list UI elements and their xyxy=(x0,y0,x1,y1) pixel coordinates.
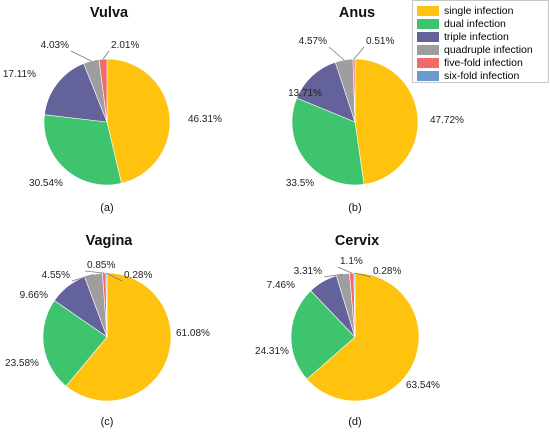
legend-item-triple: triple infection xyxy=(417,31,509,43)
data-label: 7.46% xyxy=(267,280,295,291)
pie-title: Cervix xyxy=(335,233,379,249)
legend-swatch xyxy=(417,71,439,81)
slice-single-infection xyxy=(106,58,171,184)
leader-line xyxy=(71,274,94,282)
legend-swatch xyxy=(417,32,439,42)
legend-item-five-fold: five-fold infection xyxy=(417,57,523,69)
data-label: 2.01% xyxy=(111,40,139,51)
leader-line xyxy=(323,273,343,278)
pie-caption: (a) xyxy=(100,202,113,214)
data-label: 0.28% xyxy=(124,270,152,281)
leader-line xyxy=(328,46,345,61)
slice-single-infection xyxy=(354,58,419,185)
slice-single-infection xyxy=(306,272,420,402)
legend-swatch xyxy=(417,58,439,68)
data-label: 63.54% xyxy=(406,380,440,391)
pie-caption: (d) xyxy=(348,416,361,428)
legend-label: five-fold infection xyxy=(444,57,523,69)
data-label: 0.51% xyxy=(366,36,394,47)
pie-cervix: 63.54% 24.31% 7.46% 3.31% 1.1% 0.28% Cervix (d) xyxy=(255,233,440,428)
pie-caption: (c) xyxy=(101,416,114,428)
data-label: 24.31% xyxy=(255,346,289,357)
leader-line xyxy=(70,50,92,62)
pie-caption: (b) xyxy=(348,202,361,214)
data-label: 61.08% xyxy=(176,328,210,339)
legend-item-dual: dual infection xyxy=(417,18,506,30)
leader-line xyxy=(354,272,372,278)
legend-swatch xyxy=(417,45,439,55)
slice-five-fold-infection xyxy=(98,58,108,123)
legend-swatch xyxy=(417,6,439,16)
legend-label: triple infection xyxy=(444,31,509,43)
slice-five-fold-infection xyxy=(352,58,356,123)
data-label: 0.28% xyxy=(373,266,401,277)
data-label: 9.66% xyxy=(20,290,48,301)
data-label: 23.58% xyxy=(5,358,39,369)
data-label: 1.1% xyxy=(340,256,363,267)
pie-title: Vulva xyxy=(90,5,129,21)
pie-vagina: 61.08% 23.58% 9.66% 4.55% 0.85% 0.28% Vagina (c… xyxy=(5,233,210,428)
data-label: 46.31% xyxy=(188,114,222,125)
legend-swatch xyxy=(417,19,439,29)
data-label: 4.55% xyxy=(42,270,70,281)
legend-item-six-fold: six-fold infection xyxy=(417,70,519,82)
data-label: 4.03% xyxy=(41,40,69,51)
slice-dual-infection xyxy=(42,300,108,387)
data-label: 33.5% xyxy=(286,178,314,189)
data-label: 0.85% xyxy=(87,260,115,271)
pie-vulva: 46.31% 30.54% 17.11% 4.03% 2.01% Vulva (a) xyxy=(3,5,222,214)
pie-title: Vagina xyxy=(86,233,134,249)
leader-line xyxy=(84,270,105,274)
slice-dual-infection xyxy=(43,114,122,186)
slice-dual-infection xyxy=(291,97,365,186)
data-label: 47.72% xyxy=(430,115,464,126)
slice-dual-infection xyxy=(290,290,356,380)
data-label: 30.54% xyxy=(29,178,63,189)
leader-line xyxy=(102,50,110,60)
pie-title: Anus xyxy=(339,5,375,21)
legend-item-quadruple: quadruple infection xyxy=(417,44,533,56)
slice-triple-infection xyxy=(296,61,356,123)
leader-line xyxy=(106,272,123,282)
leader-line xyxy=(337,266,352,274)
chart-legend: single infection dual infection triple i… xyxy=(412,0,549,83)
legend-label: quadruple infection xyxy=(444,44,533,56)
slice-triple-infection xyxy=(44,63,108,123)
data-label: 3.31% xyxy=(294,266,322,277)
legend-label: six-fold infection xyxy=(444,70,520,82)
pie-anus: 47.72% 33.5% 13.71% 4.57% 0.51% Anus (b) xyxy=(286,5,464,214)
leader-line xyxy=(353,46,365,60)
data-label: 4.57% xyxy=(299,36,327,47)
data-label: 17.11% xyxy=(3,69,36,80)
legend-item-single: single infection xyxy=(417,5,513,17)
legend-label: single infection xyxy=(444,5,514,17)
data-label: 13.71% xyxy=(288,88,322,99)
slice-single-infection xyxy=(65,272,172,402)
legend-label: dual infection xyxy=(444,18,506,30)
